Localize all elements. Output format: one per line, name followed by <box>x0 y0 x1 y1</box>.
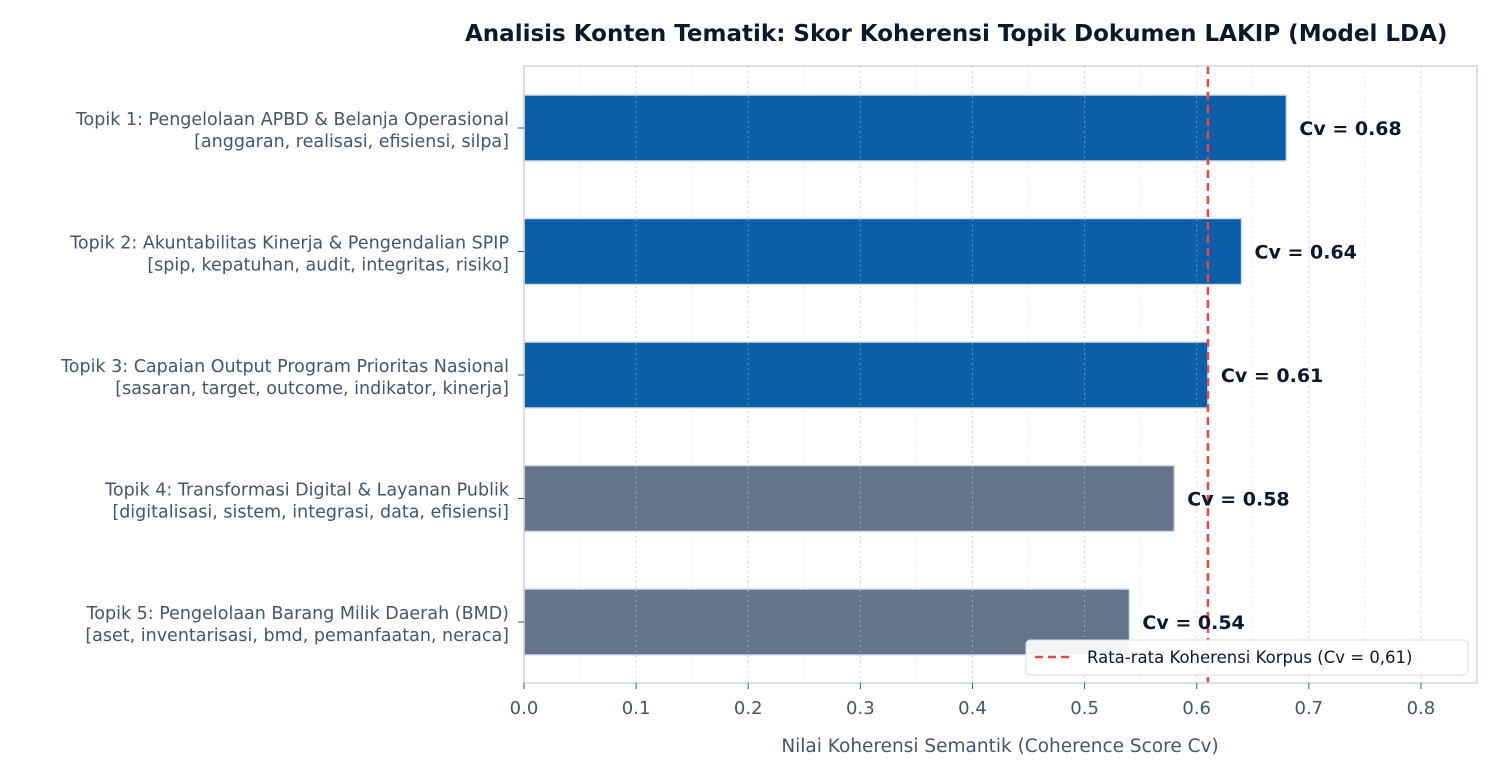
axes <box>518 65 1478 689</box>
x-tick-label: 0.5 <box>1070 698 1099 719</box>
bar-topik-4 <box>523 464 1176 533</box>
legend-label: Rata-rata Koherensi Korpus (Cv = 0,61) <box>1087 648 1413 667</box>
value-labels: Cv = 0.68 Cv = 0.64 Cv = 0.61 Cv = 0.58 Cv =… <box>1142 118 1401 634</box>
value-label-topik-1: Cv = 0.68 <box>1299 118 1401 140</box>
x-tick-label: 0.4 <box>958 698 987 719</box>
legend: Rata-rata Koherensi Korpus (Cv = 0,61) <box>1025 639 1469 676</box>
x-tick-label: 0.1 <box>622 698 651 719</box>
x-tick-label: 0.6 <box>1182 698 1211 719</box>
value-label-topik-2: Cv = 0.64 <box>1255 242 1357 264</box>
chart-title: Analisis Konten Tematik: Skor Koherensi … <box>465 21 1447 47</box>
value-label-topik-5: Cv = 0.54 <box>1142 612 1244 634</box>
category-keywords-topik-3: [sasaran, target, outcome, indikator, ki… <box>115 379 509 399</box>
category-label-topik-2: Topik 2: Akuntabilitas Kinerja & Pengend… <box>69 234 509 254</box>
bar-topik-2 <box>523 217 1243 286</box>
x-tick-label: 0.8 <box>1407 698 1436 719</box>
value-label-topik-4: Cv = 0.58 <box>1187 489 1289 511</box>
x-tick-labels: 0.0 0.1 0.2 0.3 0.4 0.5 0.6 0.7 0.8 <box>510 698 1436 719</box>
category-keywords-topik-2: [spip, kepatuhan, audit, integritas, ris… <box>147 256 509 276</box>
category-label-topik-4: Topik 4: Transformasi Digital & Layanan … <box>104 481 510 501</box>
category-label-topik-1: Topik 1: Pengelolaan APBD & Belanja Oper… <box>75 110 509 130</box>
x-tick-label: 0.2 <box>734 698 763 719</box>
category-label-topik-3: Topik 3: Capaian Output Program Priorita… <box>60 357 509 377</box>
bars <box>523 94 1288 656</box>
x-axis-label: Nilai Koherensi Semantik (Coherence Scor… <box>781 736 1218 757</box>
bar-topik-3 <box>523 341 1209 409</box>
category-keywords-topik-5: [aset, inventarisasi, bmd, pemanfaatan, … <box>85 626 509 646</box>
category-keywords-topik-1: [anggaran, realisasi, efisiensi, silpa] <box>194 132 509 152</box>
x-tick-label: 0.0 <box>510 698 539 719</box>
category-keywords-topik-4: [digitalisasi, sistem, integrasi, data, … <box>112 503 509 523</box>
legend-box <box>1025 639 1469 676</box>
x-tick-label: 0.7 <box>1295 698 1324 719</box>
category-label-topik-5: Topik 5: Pengelolaan Barang Milik Daerah… <box>86 604 509 624</box>
value-label-topik-3: Cv = 0.61 <box>1221 365 1323 387</box>
x-tick-label: 0.3 <box>846 698 875 719</box>
category-labels: Topik 1: Pengelolaan APBD & Belanja Oper… <box>60 110 510 646</box>
bar-topik-1 <box>523 94 1288 162</box>
